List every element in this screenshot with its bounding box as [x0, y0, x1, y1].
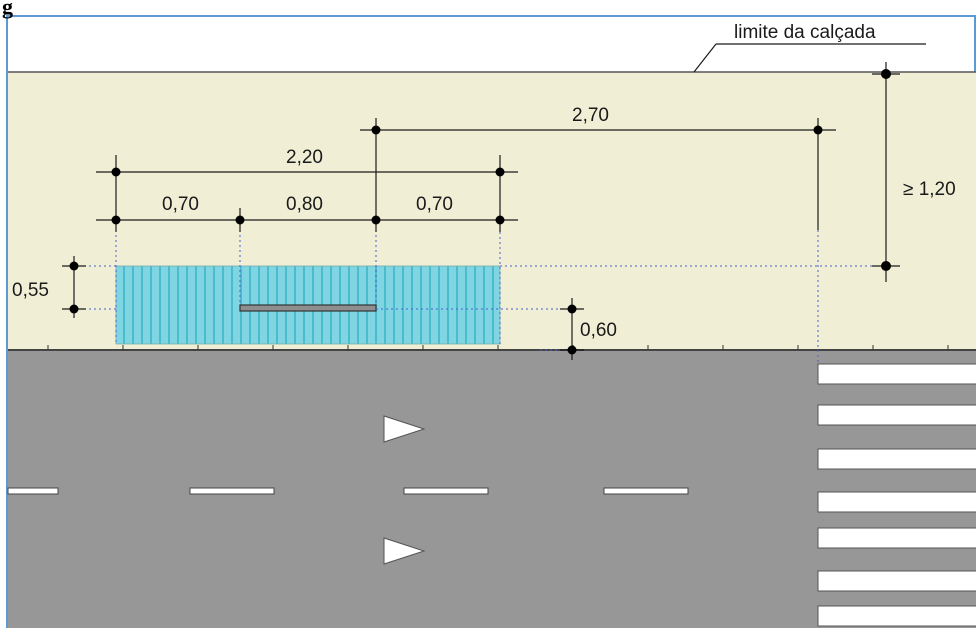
crosswalk-stripes: [817, 363, 976, 627]
bus-shelter-bar: [239, 304, 377, 312]
dimension-segment-right: 0,70: [416, 194, 453, 215]
right-arrow-icon: [383, 537, 426, 565]
corner-fragment-text: g: [2, 0, 13, 19]
dimension-depth: 0,55: [12, 280, 49, 301]
dimension-dots: [69, 69, 891, 355]
road-area: [8, 350, 976, 628]
curb-limit-label: limite da calçada: [734, 22, 876, 43]
curb-ticks: [47, 345, 949, 350]
dimension-total-width: 2,20: [286, 147, 323, 168]
dimension-segment-middle: 0,80: [286, 194, 323, 215]
dimension-min-clearance: ≥ 1,20: [903, 179, 956, 200]
dimension-distance-crosswalk: 2,70: [572, 105, 609, 126]
dimension-curb-offset: 0,60: [580, 320, 617, 341]
right-arrow-icon: [383, 415, 426, 443]
curb-limit-leader: [693, 43, 717, 73]
lane-markings: [7, 487, 689, 495]
dimension-segment-left: 0,70: [162, 194, 199, 215]
guide-lines: [74, 172, 886, 362]
